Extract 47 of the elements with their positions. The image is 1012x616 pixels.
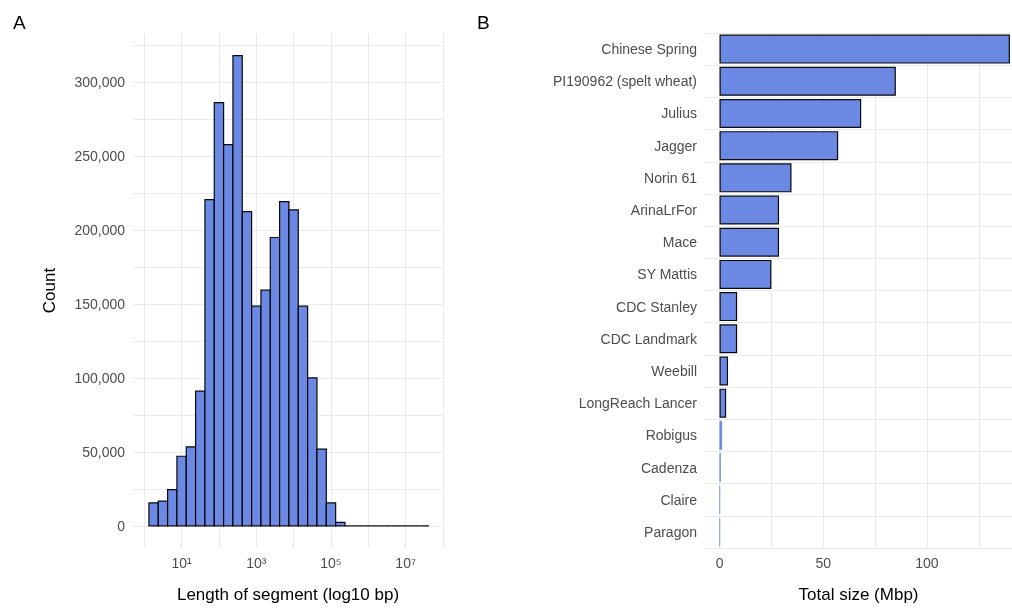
y-tick-label: Paragon — [644, 523, 697, 540]
y-tick-label: ArinaLrFor — [630, 202, 698, 219]
x-axis-title: Total size (Mbp) — [798, 585, 919, 604]
bar — [719, 66, 896, 96]
bar — [719, 324, 738, 354]
y-tick-label: 0 — [117, 517, 126, 534]
y-axis-title: Count — [40, 267, 59, 314]
y-tick-label: Julius — [661, 105, 697, 122]
y-tick-label: Claire — [660, 491, 698, 508]
x-axis-title: Length of segment (log10 bp) — [176, 585, 400, 604]
y-tick-label: CDC Landmark — [600, 330, 698, 347]
x-tick-label: 10³ — [246, 555, 267, 571]
y-tick-label: 50,000 — [82, 443, 126, 460]
y-tick-label: Chinese Spring — [601, 41, 697, 58]
y-tick-label: PI190962 (spelt wheat) — [553, 73, 697, 90]
bar — [719, 259, 772, 289]
x-tick-label: 0 — [715, 555, 724, 571]
x-tick-label: 10⁷ — [395, 555, 416, 571]
x-tick-label: 100 — [915, 555, 939, 571]
bar — [719, 292, 738, 322]
y-tick-label: Jagger — [654, 137, 698, 154]
bar — [719, 163, 792, 193]
x-tick-label: 10¹ — [171, 555, 193, 571]
y-tick-label: LongReach Lancer — [578, 395, 698, 412]
bar — [719, 227, 780, 257]
y-tick-label: 150,000 — [74, 295, 126, 312]
x-tick-label: 50 — [815, 555, 832, 571]
y-tick-label: Robigus — [645, 427, 697, 444]
y-tick-label: Cadenza — [640, 459, 698, 476]
y-tick-label: 300,000 — [74, 73, 126, 90]
y-tick-label: Norin 61 — [644, 169, 698, 186]
bar — [719, 195, 780, 225]
chart-title: A — [13, 12, 26, 33]
bar — [719, 356, 729, 386]
y-tick-label: 200,000 — [74, 221, 126, 238]
y-tick-label: 100,000 — [74, 369, 126, 386]
y-tick-label: Weebill — [651, 362, 697, 379]
text: B — [477, 12, 490, 33]
bar — [719, 388, 727, 418]
bar — [719, 131, 839, 161]
bar — [719, 98, 862, 128]
y-tick-label: SY Mattis — [637, 266, 697, 283]
y-tick-label: 250,000 — [74, 147, 126, 164]
bar — [719, 34, 1010, 64]
y-tick-label: Mace — [662, 234, 698, 251]
x-tick-label: 10⁵ — [320, 555, 342, 571]
y-tick-label: CDC Stanley — [616, 298, 697, 315]
